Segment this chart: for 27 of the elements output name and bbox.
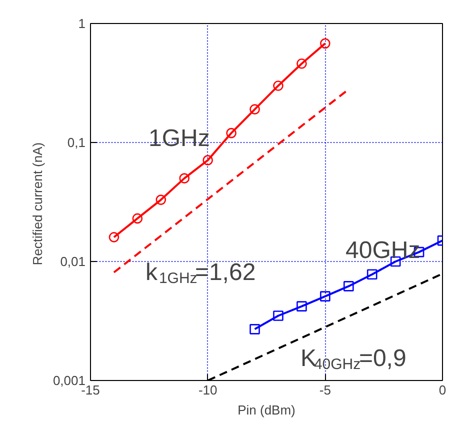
point (366, 269, 378, 280)
point (226, 128, 236, 138)
x-axis-title: Pin (dBm) (238, 402, 296, 418)
point (250, 324, 260, 334)
y-tick-label: 0,1 (67, 135, 86, 150)
annotation: 40GHz (346, 237, 420, 264)
point (320, 291, 330, 302)
annotation: 1GHz (148, 125, 210, 152)
x-tick-label: -5 (319, 382, 331, 398)
y-tick-label: 0,001 (52, 373, 86, 388)
point (343, 281, 354, 292)
point (320, 38, 330, 49)
x-tick-label: -10 (198, 382, 218, 398)
point (179, 173, 190, 184)
point (250, 104, 260, 114)
point (296, 301, 307, 312)
point (273, 80, 284, 91)
y-axis-title: Rectified current (nA) (30, 142, 45, 266)
point (202, 155, 213, 166)
y-tick-label: 1 (78, 16, 86, 31)
x-tick-label: 0 (438, 382, 446, 398)
point (156, 194, 166, 205)
point (296, 58, 307, 69)
point (273, 310, 284, 321)
point (108, 232, 120, 242)
point (132, 213, 143, 224)
y-tick-label: 0,01 (60, 254, 86, 269)
